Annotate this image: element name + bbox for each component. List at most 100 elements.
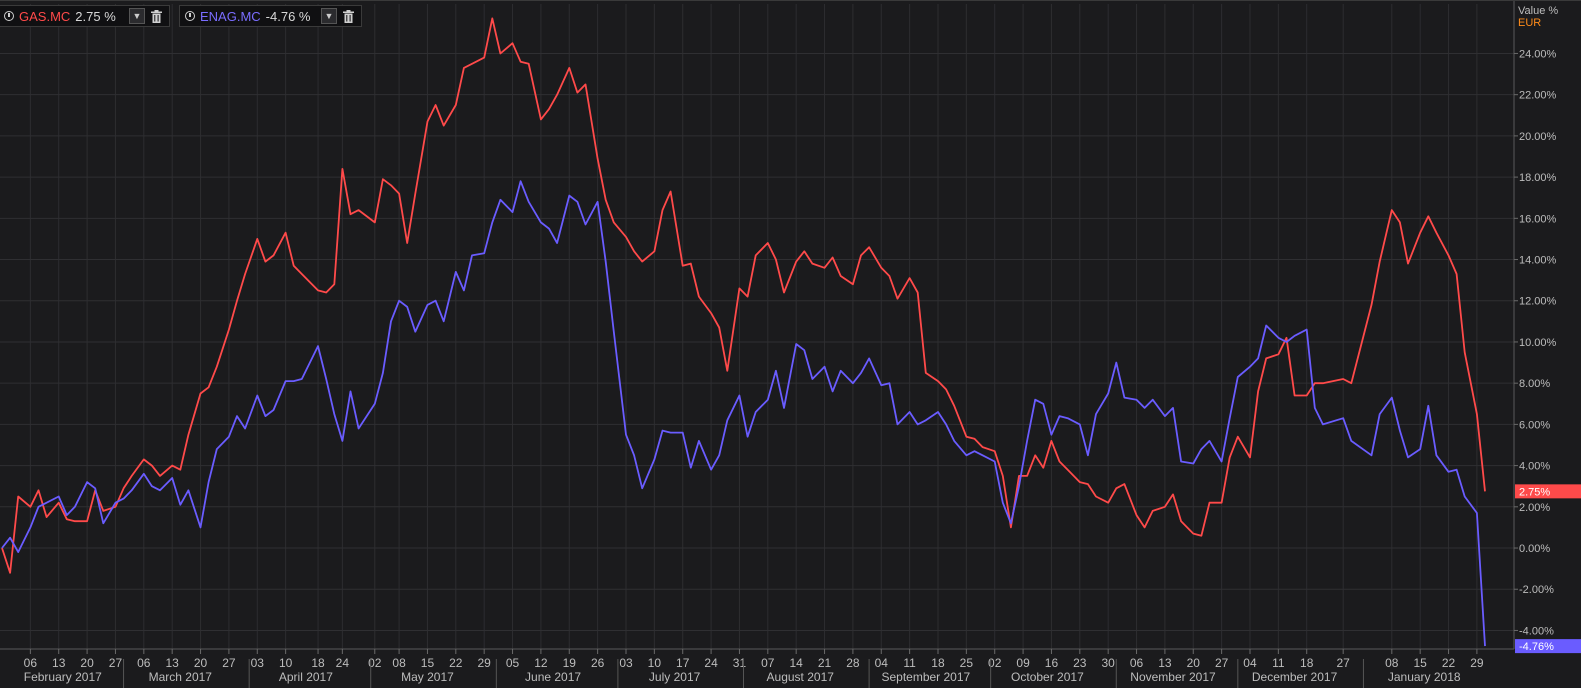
x-tick-label: 29 (477, 656, 491, 670)
x-tick-label: 21 (818, 656, 832, 670)
last-value-tags: 2.75% -4.76% (1515, 484, 1581, 654)
x-tick-label: 02 (988, 656, 1002, 670)
x-tick-label: 20 (1187, 656, 1201, 670)
x-tick-label: 08 (392, 656, 406, 670)
month-label: April 2017 (279, 670, 333, 684)
month-label: December 2017 (1252, 670, 1338, 684)
x-tick-label: 13 (166, 656, 180, 670)
x-tick-label: 28 (846, 656, 860, 670)
x-tick-label: 09 (1016, 656, 1030, 670)
chevron-down-icon[interactable]: ▼ (321, 8, 337, 24)
x-tick-label: 27 (109, 656, 123, 670)
x-tick-label: 06 (1130, 656, 1144, 670)
x-tick-label: 04 (875, 656, 889, 670)
trash-icon[interactable] (149, 8, 163, 24)
month-label: March 2017 (149, 670, 213, 684)
y-tick-label: -4.00% (1519, 625, 1554, 637)
y-tick-label: 2.00% (1519, 502, 1550, 514)
clock-icon[interactable] (185, 11, 195, 21)
y-tick-label: 16.00% (1519, 213, 1557, 225)
x-tick-label: 11 (1272, 656, 1285, 670)
month-label: July 2017 (649, 670, 701, 684)
month-label: June 2017 (525, 670, 581, 684)
y-tick-label: 6.00% (1519, 419, 1550, 431)
y-tick-label: 12.00% (1519, 296, 1557, 308)
y-tick-label: 8.00% (1519, 378, 1550, 390)
series-line-gas-mc (1, 17, 1486, 574)
x-tick-label: 27 (1337, 656, 1351, 670)
y-tick-label: -2.00% (1519, 584, 1554, 596)
x-tick-label: 19 (563, 656, 577, 670)
horizontal-gridlines (0, 0, 1581, 650)
x-tick-label: 13 (52, 656, 66, 670)
x-tick-label: 31 (733, 656, 747, 670)
x-tick-label: 16 (1045, 656, 1059, 670)
x-tick-label: 18 (1300, 656, 1314, 670)
legend-symbol-enag: ENAG.MC (200, 8, 261, 24)
x-tick-label: 24 (336, 656, 350, 670)
x-tick-label: 17 (676, 656, 690, 670)
y-tick-label: 18.00% (1519, 172, 1557, 184)
y-tick-label: 14.00% (1519, 255, 1557, 267)
y-tick-label: 22.00% (1519, 90, 1557, 102)
x-tick-label: 30 (1101, 656, 1115, 670)
month-label: August 2017 (767, 670, 835, 684)
y-tick-label: 0.00% (1519, 543, 1550, 555)
x-tick-label: 15 (421, 656, 435, 670)
x-tick-label: 04 (1243, 656, 1257, 670)
series-layer (1, 17, 1486, 647)
x-tick-label: 23 (1073, 656, 1087, 670)
clock-icon[interactable] (4, 11, 14, 21)
last-value-tag-bg (1515, 484, 1581, 499)
x-tick-label: 27 (1215, 656, 1229, 670)
x-tick-label: 15 (1413, 656, 1427, 670)
x-tick-label: 03 (619, 656, 633, 670)
x-tick-label: 29 (1470, 656, 1484, 670)
month-label: January 2018 (1388, 670, 1461, 684)
x-tick-label: 11 (903, 656, 916, 670)
last-value-tag: 2.75% (1519, 486, 1550, 498)
x-axis-month-labels: February 2017 March 2017 April 2017 May 201… (24, 659, 1461, 688)
x-tick-label: 06 (137, 656, 151, 670)
legend-item-enag[interactable]: ENAG.MC -4.76 % ▼ (179, 5, 362, 27)
trash-icon[interactable] (341, 8, 355, 24)
x-tick-label: 25 (960, 656, 974, 670)
currency-label: EUR (1518, 17, 1542, 29)
x-tick-label: 10 (279, 656, 293, 670)
month-label: November 2017 (1130, 670, 1216, 684)
x-tick-label: 12 (534, 656, 548, 670)
x-tick-label: 18 (311, 656, 325, 670)
x-axis-tick-labels: 06 13 20 27 06 13 20 27 03 10 18 24 02 08 15 22 29 05 12 19… (24, 649, 1484, 670)
x-tick-label: 20 (80, 656, 94, 670)
x-tick-label: 07 (761, 656, 775, 670)
legend-symbol-gas: GAS.MC (19, 8, 71, 24)
y-tick-label: 10.00% (1519, 337, 1557, 349)
last-value-tag: -4.76% (1519, 641, 1554, 653)
x-tick-label: 13 (1158, 656, 1172, 670)
legend-value-enag: -4.76 % (265, 8, 311, 24)
x-tick-label: 14 (789, 656, 803, 670)
x-tick-label: 27 (222, 656, 236, 670)
x-tick-label: 03 (251, 656, 265, 670)
y-axis-title: Value % (1518, 5, 1559, 17)
x-tick-label: 26 (591, 656, 605, 670)
x-tick-label: 02 (368, 656, 382, 670)
x-tick-label: 18 (931, 656, 945, 670)
y-tick-label: 24.00% (1519, 48, 1557, 60)
x-tick-label: 06 (24, 656, 38, 670)
series-line-enag-mc (1, 180, 1486, 647)
chevron-down-icon[interactable]: ▼ (129, 8, 145, 24)
month-label: September 2017 (881, 670, 970, 684)
y-axis-tick-labels: -4.00% -2.00% 0.00% 2.00% 4.00% 6.00% 8.00% 10.… (1514, 48, 1557, 637)
legend-item-gas[interactable]: GAS.MC 2.75 % ▼ (0, 5, 170, 27)
month-label: October 2017 (1011, 670, 1084, 684)
vertical-gridlines (29, 4, 1478, 649)
x-tick-label: 20 (194, 656, 208, 670)
x-tick-label: 08 (1385, 656, 1399, 670)
x-tick-label: 05 (506, 656, 520, 670)
month-label: May 2017 (401, 670, 454, 684)
x-tick-label: 10 (648, 656, 662, 670)
x-tick-label: 22 (449, 656, 463, 670)
